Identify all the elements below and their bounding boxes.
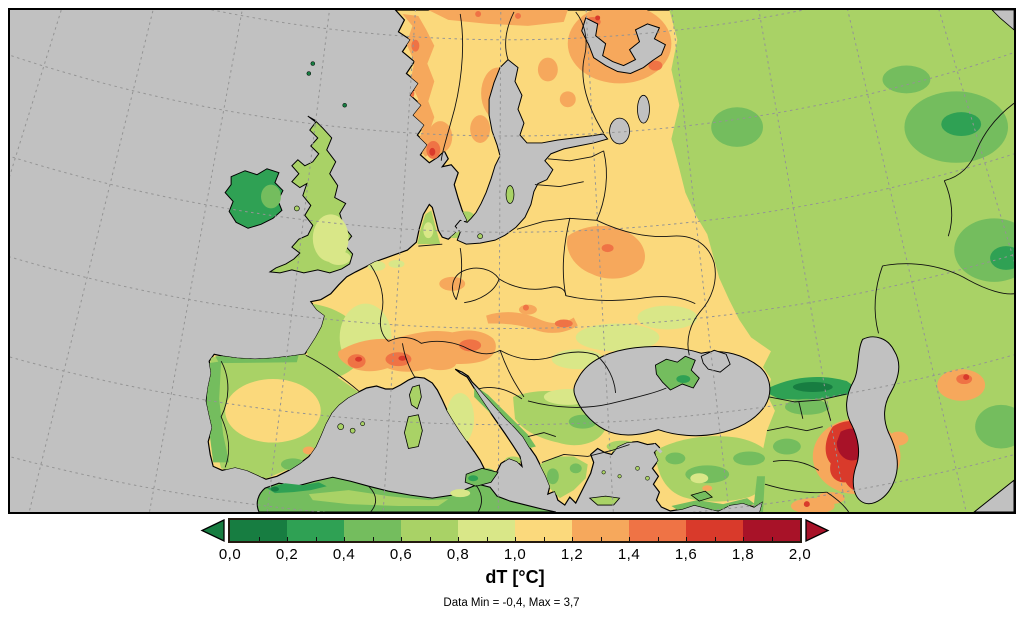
region-cyprus [690, 490, 714, 502]
colorbar-tick-labels: 0,0 0,2 0,4 0,6 0,8 1,0 1,2 1,4 1,6 1,8 2,0 [199, 546, 831, 565]
colorbar-minor-tick [315, 537, 317, 541]
island-bornholm [477, 233, 483, 239]
colorbar-scale [228, 518, 802, 543]
colorbar-tick-label: 0,4 [332, 546, 356, 563]
colorbar-minor-tick [572, 537, 573, 541]
colorbar-minor-tick [486, 537, 488, 541]
map-frame [8, 8, 1016, 514]
colorbar-minor-tick [714, 537, 716, 541]
colorbar-segment [230, 520, 287, 541]
colorbar-minor-tick [258, 537, 260, 541]
balearic-islands [337, 423, 344, 430]
sea-caspian [846, 336, 900, 505]
europe-map [10, 10, 1014, 512]
north-africa-detail [266, 482, 471, 507]
colorbar-segment [686, 520, 743, 541]
colorbar-segment [401, 520, 458, 541]
colorbar-minor-tick [372, 537, 374, 541]
colorbar-minor-tick [344, 537, 345, 541]
colorbar-tick-label: 0,6 [389, 546, 413, 563]
lake-ladoga [609, 117, 630, 145]
colorbar-tick-label: 1,6 [674, 546, 698, 563]
colorbar-tick-label: 1,0 [503, 546, 527, 563]
colorbar-minor-tick [657, 537, 659, 541]
colorbar-segment [515, 520, 572, 541]
colorbar-tick-label: 2,0 [788, 546, 812, 563]
colorbar-minor-tick [287, 537, 288, 541]
colorbar-minor-tick [743, 537, 744, 541]
colorbar-legend: 0,0 0,2 0,4 0,6 0,8 1,0 1,2 1,4 1,6 1,8 2,0 dT [°C… [199, 518, 831, 588]
sea-baltic [454, 58, 609, 245]
colorbar-tick-label: 0,2 [275, 546, 299, 563]
colorbar-minor-tick [458, 537, 459, 541]
strait-oresund [455, 217, 466, 233]
strait-bosporus [652, 443, 663, 454]
colorbar-tick-label: 1,8 [731, 546, 755, 563]
colorbar-segment [743, 520, 800, 541]
colorbar-minor-tick [686, 537, 687, 541]
region-corsica [408, 384, 422, 410]
sea-top-right [991, 10, 1014, 31]
data-range-label: Data Min = -0,4, Max = 3,7 [443, 597, 580, 609]
region-sardinia [404, 414, 423, 449]
faroe-islands [310, 61, 316, 66]
sea-persian-gulf [973, 479, 1014, 512]
colorbar-tick-label: 0,8 [446, 546, 470, 563]
sea-white [581, 17, 667, 75]
colorbar-tick-label: 1,2 [560, 546, 584, 563]
colorbar-minor-tick [543, 537, 545, 541]
colorbar-segment [344, 520, 401, 541]
colorbar-title: dT [°C] [485, 567, 545, 587]
straits [455, 217, 663, 454]
island-gotland [505, 185, 515, 204]
colorbar-segment [458, 520, 515, 541]
colorbar-minor-tick [600, 537, 602, 541]
colorbar-minor-tick [629, 537, 630, 541]
colorbar-underflow-arrow-icon [200, 518, 225, 543]
region-sicily [464, 467, 499, 487]
colorbar [199, 518, 831, 543]
country-borders [220, 11, 1014, 512]
colorbar-segment [572, 520, 629, 541]
colorbar-minor-tick [515, 537, 516, 541]
peninsulas-and-baltic-islands [477, 185, 700, 391]
colorbar-overflow-arrow-icon [805, 518, 830, 543]
region-ireland [224, 168, 284, 229]
colorbar-segment [287, 520, 344, 541]
colorbar-tick-label: 1,4 [617, 546, 641, 563]
lake-onega [637, 94, 650, 124]
graticule [10, 10, 1014, 512]
colorbar-minor-tick [771, 537, 773, 541]
inland-seas [454, 10, 1014, 512]
islands [224, 61, 714, 506]
isle-of-man [294, 205, 300, 212]
colorbar-minor-tick [401, 537, 402, 541]
colorbar-tick-label: 0,0 [218, 546, 242, 563]
colorbar-minor-tick [429, 537, 431, 541]
shetland-islands [342, 103, 347, 108]
sea-azov [700, 349, 731, 373]
colorbar-segment [629, 520, 686, 541]
